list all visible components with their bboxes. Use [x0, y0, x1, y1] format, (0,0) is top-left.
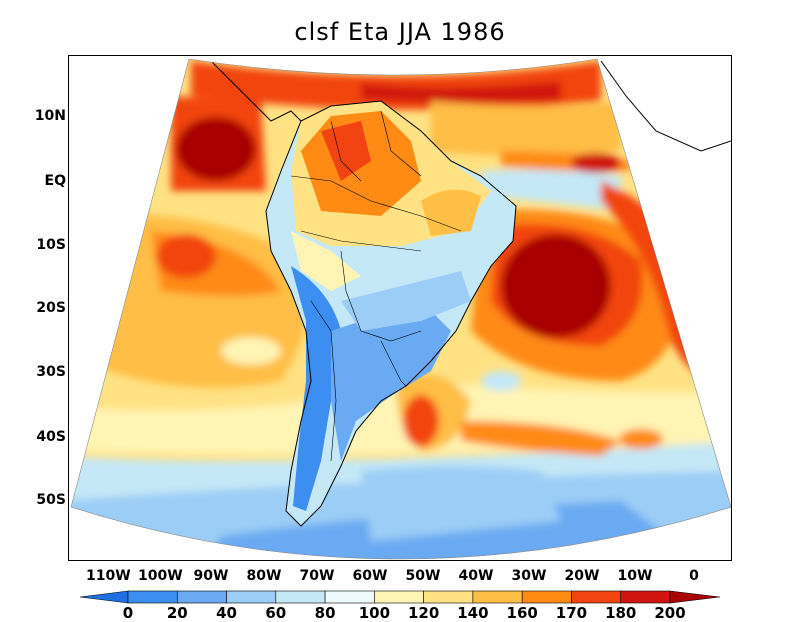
- lat-label-20s: 20S: [36, 300, 66, 316]
- lon-label-20w: 20W: [564, 568, 600, 584]
- colorbar-swatch: [324, 590, 375, 604]
- map-title: clsf Eta JJA 1986: [294, 18, 506, 46]
- colorbar-swatch: [226, 590, 277, 604]
- colorbar-tick-label: 140: [457, 604, 489, 622]
- map-frame: [68, 55, 732, 561]
- colorbar-tick-label: 80: [314, 604, 336, 622]
- domain-outline: [70, 58, 731, 560]
- africa-coast: [600, 60, 731, 152]
- map-plot: [70, 58, 731, 560]
- colorbar-swatch: [423, 590, 474, 604]
- lon-label-60w: 60W: [352, 568, 388, 584]
- lon-label-110w: 110W: [86, 568, 131, 584]
- lon-label-40w: 40W: [458, 568, 494, 584]
- lon-label-30w: 30W: [511, 568, 547, 584]
- lat-label-50s: 50S: [36, 492, 66, 508]
- colorbar-swatch: [521, 590, 572, 604]
- lon-label-90w: 90W: [193, 568, 229, 584]
- lat-label-40s: 40S: [36, 429, 66, 445]
- lon-label-0: 0: [689, 568, 699, 584]
- lon-label-70w: 70W: [299, 568, 335, 584]
- colorbar-swatch: [127, 590, 178, 604]
- colorbar-swatch: [275, 590, 326, 604]
- colorbar-swatch: [620, 590, 671, 604]
- colorbar-tick-label: 120: [407, 604, 440, 622]
- colorbar-tick-label: 170: [555, 604, 588, 622]
- lat-label-10n: 10N: [34, 108, 66, 124]
- lat-label-30s: 30S: [36, 364, 66, 380]
- colorbar-swatch: [176, 590, 227, 604]
- colorbar-overflow: [669, 590, 721, 604]
- colorbar-tick-label: 100: [358, 604, 391, 622]
- colorbar-swatch: [571, 590, 622, 604]
- lat-label-eq: EQ: [44, 173, 66, 189]
- colorbar-tick-label: 200: [654, 604, 686, 622]
- colorbar-swatch: [472, 590, 523, 604]
- lon-label-10w: 10W: [617, 568, 653, 584]
- lon-label-100w: 100W: [138, 568, 183, 584]
- lat-label-10s: 10S: [36, 237, 66, 253]
- country-borders: [290, 110, 462, 462]
- lon-label-80w: 80W: [246, 568, 282, 584]
- colorbar-tick-label: 0: [122, 604, 134, 622]
- lon-label-50w: 50W: [405, 568, 441, 584]
- colorbar-underflow: [79, 590, 129, 604]
- colorbar-tick-label: 160: [506, 604, 538, 622]
- colorbar-tick-label: 20: [166, 604, 188, 622]
- colorbar-swatch: [374, 590, 424, 604]
- colorbar-tick-label: 60: [265, 604, 287, 622]
- colorbar-tick-label: 180: [605, 604, 637, 622]
- colorbar-tick-label: 40: [216, 604, 237, 622]
